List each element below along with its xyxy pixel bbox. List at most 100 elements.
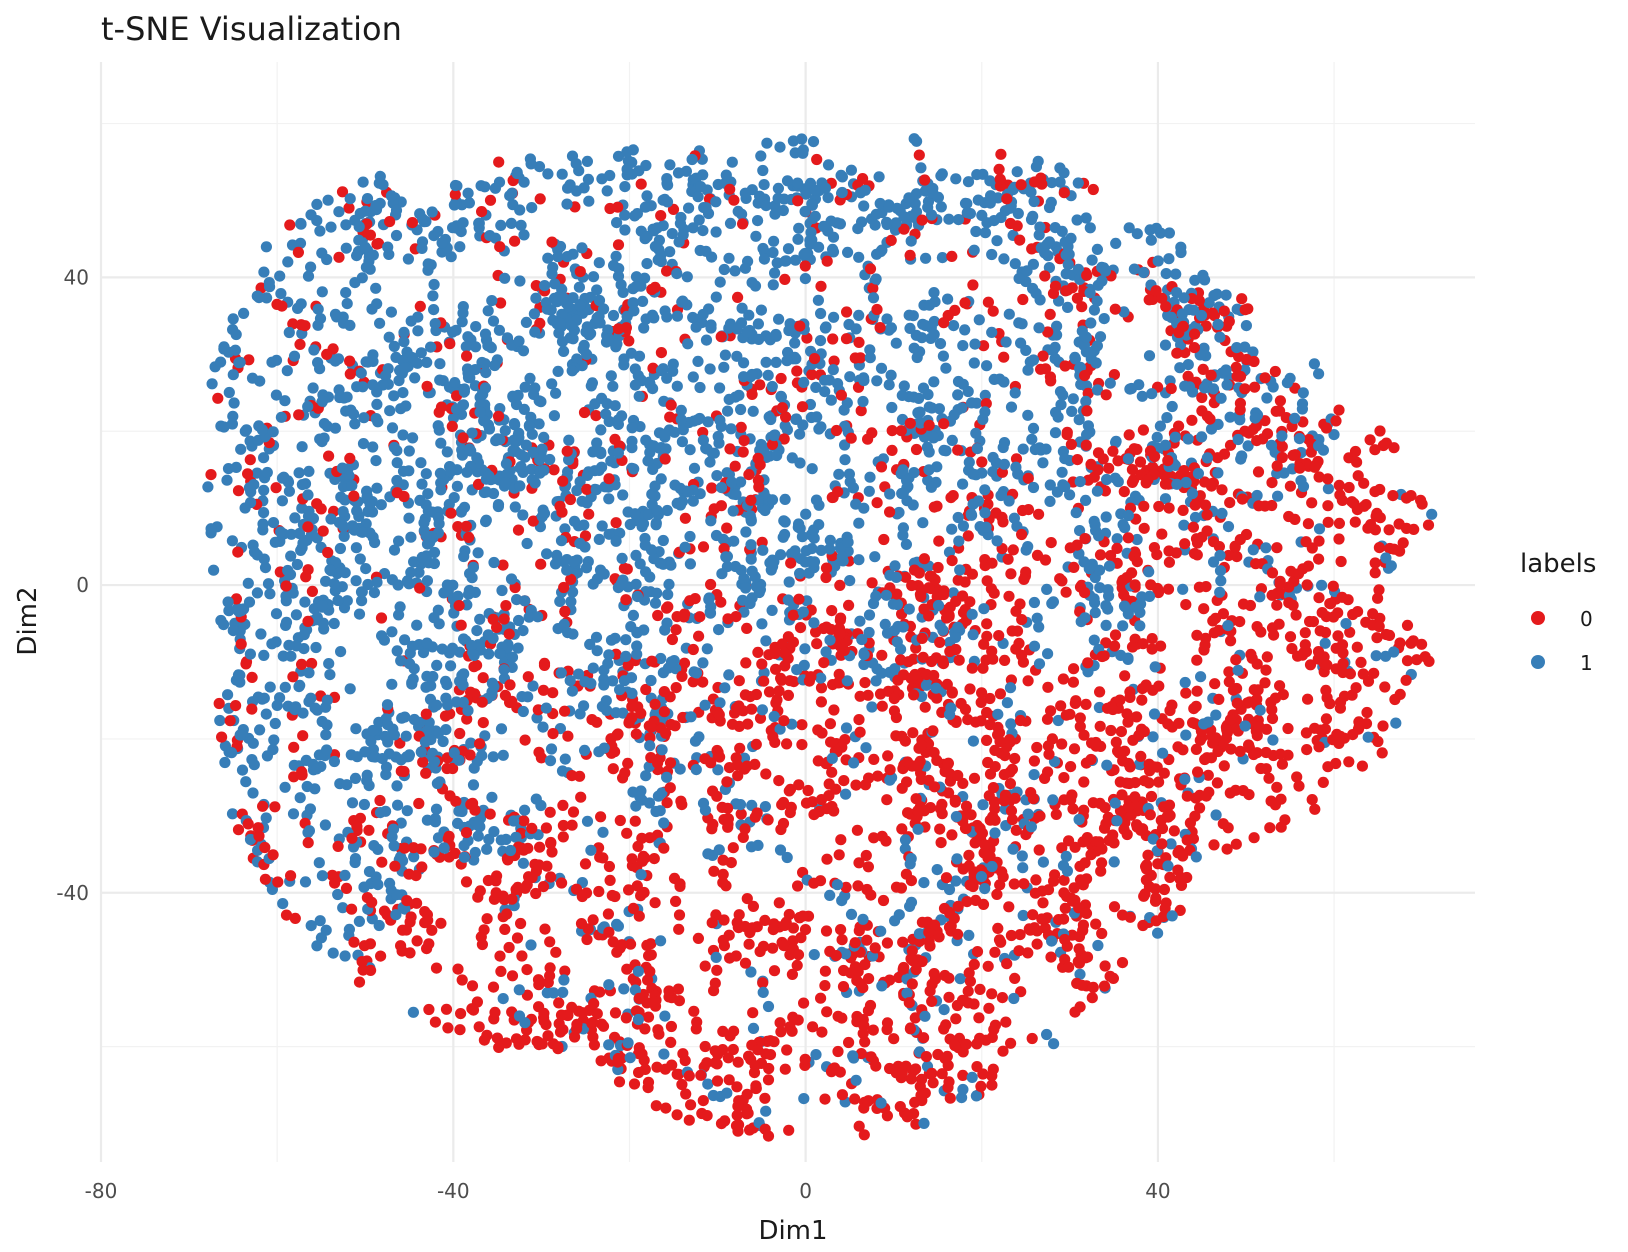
- point-label-1: [527, 680, 539, 692]
- point-label-1: [568, 515, 581, 527]
- point-label-1: [1199, 274, 1211, 286]
- point-label-1: [1064, 489, 1076, 501]
- point-label-1: [568, 555, 580, 568]
- point-label-1: [969, 338, 981, 350]
- point-label-0: [1005, 929, 1018, 942]
- point-label-1: [633, 390, 645, 402]
- point-label-1: [650, 805, 662, 818]
- point-label-0: [912, 760, 924, 772]
- point-label-0: [1239, 425, 1251, 437]
- point-label-0: [1072, 956, 1084, 968]
- point-label-0: [707, 785, 719, 797]
- point-label-1: [1128, 263, 1140, 275]
- point-label-1: [626, 442, 638, 454]
- point-label-1: [1011, 166, 1023, 178]
- point-label-1: [567, 333, 579, 345]
- point-label-0: [1129, 579, 1141, 591]
- point-label-1: [556, 336, 569, 348]
- point-label-0: [859, 779, 872, 791]
- point-label-0: [566, 819, 578, 831]
- point-label-1: [590, 631, 603, 643]
- point-label-0: [964, 975, 977, 987]
- point-label-0: [511, 932, 524, 944]
- point-label-1: [392, 799, 404, 811]
- point-label-1: [1189, 274, 1201, 286]
- point-label-1: [585, 844, 597, 856]
- point-label-1: [270, 354, 283, 366]
- point-label-0: [487, 981, 500, 993]
- point-label-0: [1184, 817, 1196, 829]
- point-label-1: [380, 370, 392, 382]
- point-label-1: [511, 167, 523, 180]
- point-label-0: [819, 980, 831, 992]
- point-label-1: [676, 436, 689, 448]
- point-label-1: [951, 853, 963, 865]
- point-label-1: [913, 392, 925, 404]
- point-label-1: [824, 634, 836, 646]
- point-label-1: [282, 256, 294, 268]
- point-label-0: [542, 1030, 554, 1042]
- point-label-0: [259, 841, 271, 854]
- point-label-1: [890, 217, 902, 229]
- point-label-1: [206, 378, 218, 390]
- point-label-1: [584, 638, 596, 651]
- point-label-0: [1309, 803, 1321, 815]
- point-label-0: [1057, 673, 1069, 685]
- point-label-1: [425, 341, 437, 353]
- point-label-1: [395, 655, 407, 667]
- point-label-0: [717, 877, 729, 889]
- point-label-0: [674, 880, 686, 893]
- point-label-0: [1205, 478, 1217, 490]
- point-label-0: [796, 739, 808, 751]
- point-label-0: [1031, 741, 1043, 754]
- point-label-0: [1383, 524, 1395, 536]
- point-label-0: [537, 684, 550, 696]
- point-label-0: [1192, 766, 1204, 778]
- point-label-0: [754, 379, 766, 391]
- point-label-1: [283, 326, 295, 339]
- point-label-0: [558, 581, 570, 594]
- point-label-1: [520, 316, 533, 328]
- point-label-0: [1189, 499, 1201, 511]
- point-label-1: [598, 679, 610, 691]
- point-label-0: [792, 195, 804, 207]
- point-label-1: [687, 222, 699, 234]
- point-label-1: [1118, 306, 1130, 318]
- point-label-1: [810, 1049, 822, 1061]
- point-label-1: [600, 408, 612, 420]
- point-label-1: [456, 316, 468, 328]
- point-label-0: [881, 937, 894, 949]
- point-label-1: [649, 597, 662, 609]
- point-label-1: [452, 590, 464, 602]
- point-label-0: [680, 1088, 692, 1100]
- point-label-0: [1078, 729, 1090, 741]
- point-label-0: [1200, 790, 1212, 802]
- point-label-0: [960, 822, 972, 835]
- point-label-1: [736, 302, 748, 314]
- point-label-1: [968, 244, 980, 256]
- point-label-0: [1124, 911, 1136, 923]
- point-label-0: [1205, 369, 1217, 381]
- point-label-0: [642, 1011, 655, 1023]
- point-label-1: [371, 576, 383, 588]
- point-label-0: [739, 957, 752, 969]
- point-label-1: [838, 404, 850, 416]
- point-label-1: [692, 355, 704, 367]
- point-label-1: [693, 731, 705, 743]
- point-label-1: [269, 717, 281, 730]
- point-label-1: [238, 307, 250, 319]
- point-label-0: [633, 992, 645, 1005]
- point-label-1: [581, 348, 593, 360]
- point-label-1: [793, 222, 805, 234]
- point-label-0: [243, 354, 255, 366]
- point-label-0: [932, 561, 944, 574]
- point-label-0: [888, 1033, 900, 1045]
- point-label-0: [697, 1095, 709, 1107]
- point-label-1: [376, 753, 388, 765]
- point-label-1: [1192, 467, 1204, 480]
- point-label-0: [1231, 551, 1243, 563]
- point-label-0: [963, 860, 975, 872]
- point-label-1: [425, 680, 437, 692]
- point-label-0: [1198, 603, 1210, 615]
- point-label-1: [392, 579, 404, 591]
